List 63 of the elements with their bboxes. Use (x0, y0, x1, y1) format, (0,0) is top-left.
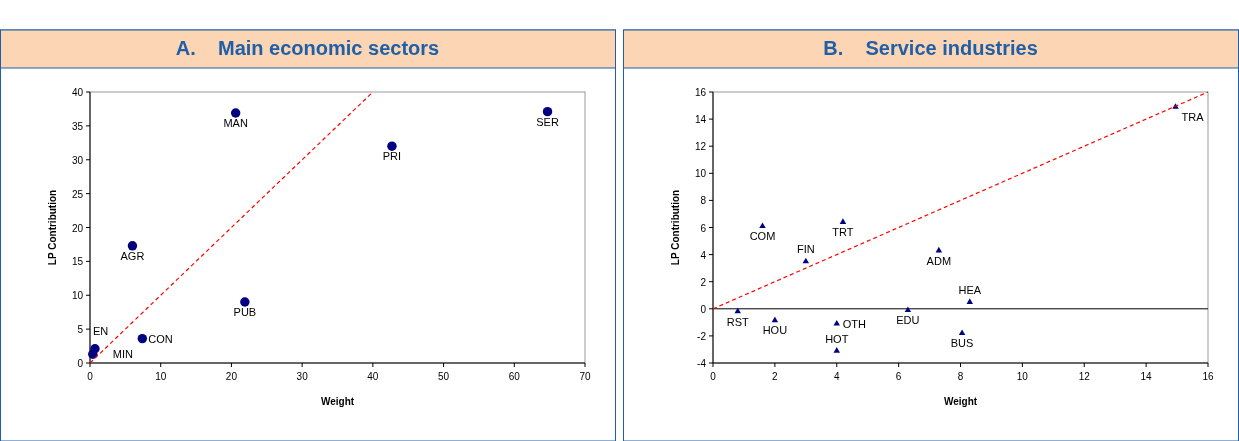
x-axis-title: Weight (320, 396, 355, 407)
y-tick-label: 20 (71, 222, 84, 234)
x-tick-label: 40 (367, 371, 379, 382)
annotation: HEA (958, 284, 982, 297)
y-tick-label: 35 (71, 120, 84, 132)
x-tick-label: 10 (1016, 371, 1029, 382)
y-tick-label: 4 (700, 249, 707, 261)
y-tick-label: 25 (71, 188, 84, 200)
annotation: EN (92, 324, 109, 337)
annotation: HOU (762, 324, 788, 337)
x-tick-label: 60 (508, 371, 521, 382)
x-tick-label: 4 (833, 371, 840, 382)
x-tick-label: 50 (438, 371, 450, 382)
y-tick-label: 16 (694, 87, 707, 98)
x-tick-label: 0 (87, 371, 94, 382)
annotation: ADM (926, 254, 952, 267)
annotation: COM (749, 230, 776, 243)
y-tick-label: 40 (71, 87, 84, 98)
y-tick-label: 12 (694, 141, 707, 153)
y-tick-label: 30 (71, 154, 84, 166)
annotation: MIN (112, 348, 134, 361)
y-tick-label: 10 (694, 168, 707, 180)
annotation: OTH (842, 317, 867, 330)
y-axis-title: LP Contribution (47, 189, 58, 266)
x-tick-label: 30 (296, 371, 309, 382)
chart-title: A. Main economic sectors (175, 37, 440, 59)
x-tick-label: 12 (1078, 371, 1091, 382)
annotation: SER (536, 115, 559, 128)
y-tick-label: 6 (700, 222, 707, 234)
y-tick-label: 15 (71, 256, 84, 268)
x-tick-label: 20 (225, 371, 238, 382)
annotation: AGR (120, 249, 145, 262)
annotation: CON (148, 332, 173, 345)
y-tick-label: 10 (71, 290, 84, 302)
annotation: TRT (832, 226, 854, 239)
x-tick-label: 10 (155, 371, 167, 382)
x-axis-title: Weight (943, 396, 978, 407)
y-tick-label: 0 (77, 358, 84, 369)
annotation: FIN (796, 243, 815, 256)
annotation: BUS (950, 337, 974, 350)
y-tick-label: 8 (700, 195, 707, 207)
x-tick-label: 16 (1202, 371, 1214, 382)
y-tick-label: 14 (694, 114, 707, 126)
x-tick-label: 6 (895, 371, 902, 382)
chart-title: B. Service industries (823, 37, 1038, 59)
y-tick-label: -4 (697, 358, 707, 369)
annotation: TRA (1181, 110, 1205, 123)
y-tick-label: 0 (700, 303, 707, 315)
x-tick-label: 70 (579, 371, 591, 382)
x-tick-label: 14 (1140, 371, 1153, 382)
y-tick-label: 2 (700, 276, 707, 288)
annotation: PUB (233, 306, 257, 319)
x-tick-label: 8 (957, 371, 964, 382)
annotation: RST (726, 315, 750, 328)
annotation: PRI (382, 150, 402, 163)
y-tick-label: 5 (77, 324, 84, 336)
annotation: HOT (825, 332, 849, 345)
x-tick-label: 0 (710, 371, 717, 382)
annotation: EDU (896, 314, 920, 327)
x-tick-label: 2 (772, 371, 779, 382)
y-axis-title: LP Contribution (670, 189, 681, 266)
annotation: MAN (223, 117, 248, 129)
y-tick-label: -2 (697, 330, 707, 342)
